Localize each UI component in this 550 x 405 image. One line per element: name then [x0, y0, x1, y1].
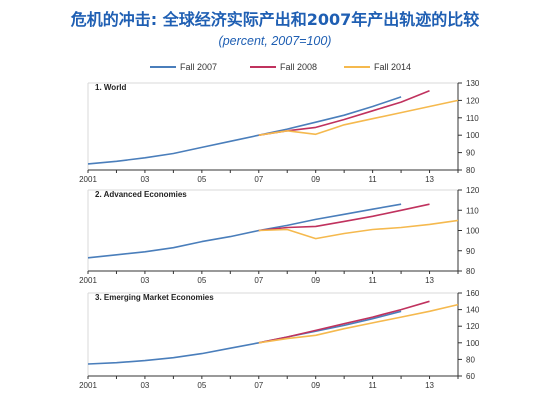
series-line-fall-2008: [258, 90, 430, 136]
x-tick-label: 13: [425, 276, 434, 285]
x-tick-label: 2001: [79, 276, 97, 285]
y-tick-label: 80: [466, 355, 475, 364]
y-tick-label: 100: [466, 339, 480, 348]
x-tick-label: 13: [425, 175, 434, 184]
series-line-fall-2014: [258, 303, 459, 344]
x-tick-label: 05: [197, 381, 206, 390]
y-tick-label: 110: [466, 114, 479, 123]
y-tick-label: 90: [466, 247, 475, 256]
panel-title: 2. Advanced Economies: [95, 190, 187, 199]
series-line-fall-2007: [87, 96, 402, 165]
x-tick-label: 13: [425, 381, 434, 390]
chart-panel-1: 1. World 80 90 100 110 120 130 2001 03 05 07 09 11 13: [79, 79, 480, 184]
x-tick-label: 2001: [79, 381, 97, 390]
y-tick-label: 120: [466, 186, 480, 195]
legend-swatch: [250, 66, 276, 68]
legend-item-fall-2008: Fall 2008: [250, 62, 317, 72]
series-line-fall-2007: [87, 310, 402, 365]
x-tick-label: 07: [254, 175, 263, 184]
y-tick-label: 100: [466, 131, 480, 140]
series-line-fall-2008: [258, 300, 430, 344]
x-tick-label: 09: [311, 276, 320, 285]
legend-label: Fall 2007: [180, 62, 218, 72]
x-tick-label: 11: [368, 175, 377, 184]
legend-swatch: [150, 66, 176, 68]
x-tick-label: 03: [140, 175, 149, 184]
x-tick-label: 07: [254, 276, 263, 285]
y-tick-label: 160: [466, 289, 480, 298]
x-tick-label: 09: [311, 175, 320, 184]
x-tick-label: 05: [197, 175, 206, 184]
y-tick-label: 110: [466, 206, 479, 215]
x-tick-label: 03: [140, 276, 149, 285]
legend-item-fall-2007: Fall 2007: [150, 62, 217, 72]
y-tick-label: 120: [466, 322, 480, 331]
series-line-fall-2014: [258, 219, 459, 240]
panel-title: 3. Emerging Market Economies: [95, 293, 214, 302]
y-tick-label: 100: [466, 227, 480, 236]
x-tick-label: 11: [368, 276, 377, 285]
chart-panel-2: 2. Advanced Economies 80 90 100 110 120 2001 03…: [79, 186, 480, 285]
legend-item-fall-2014: Fall 2014: [344, 62, 411, 72]
y-tick-label: 130: [466, 79, 480, 88]
legend-label: Fall 2014: [374, 62, 412, 72]
y-tick-label: 80: [466, 166, 475, 175]
y-tick-label: 80: [466, 267, 475, 276]
chart-legend: Fall 2007 Fall 2008 Fall 2014: [150, 62, 430, 74]
x-tick-label: 2001: [79, 175, 97, 184]
x-tick-label: 03: [140, 381, 149, 390]
series-line-fall-2008: [258, 203, 430, 232]
legend-swatch: [344, 66, 370, 68]
y-tick-label: 120: [466, 96, 480, 105]
y-tick-label: 140: [466, 306, 480, 315]
x-tick-label: 11: [368, 381, 377, 390]
page-title: 危机的冲击: 全球经济实际产出和2007年产出轨迹的比较: [70, 10, 480, 29]
panel-title: 1. World: [95, 83, 127, 92]
x-tick-label: 07: [254, 381, 263, 390]
x-tick-label: 05: [197, 276, 206, 285]
legend-label: Fall 2008: [280, 62, 318, 72]
y-tick-label: 60: [466, 372, 475, 381]
series-line-fall-2014: [258, 99, 459, 136]
page-subtitle: (percent, 2007=100): [218, 34, 332, 48]
chart-panel-3: 3. Emerging Market Economies 60 80 100 120 14…: [79, 289, 480, 390]
series-line-fall-2007: [87, 203, 402, 259]
x-tick-label: 09: [311, 381, 320, 390]
y-tick-label: 90: [466, 149, 475, 158]
